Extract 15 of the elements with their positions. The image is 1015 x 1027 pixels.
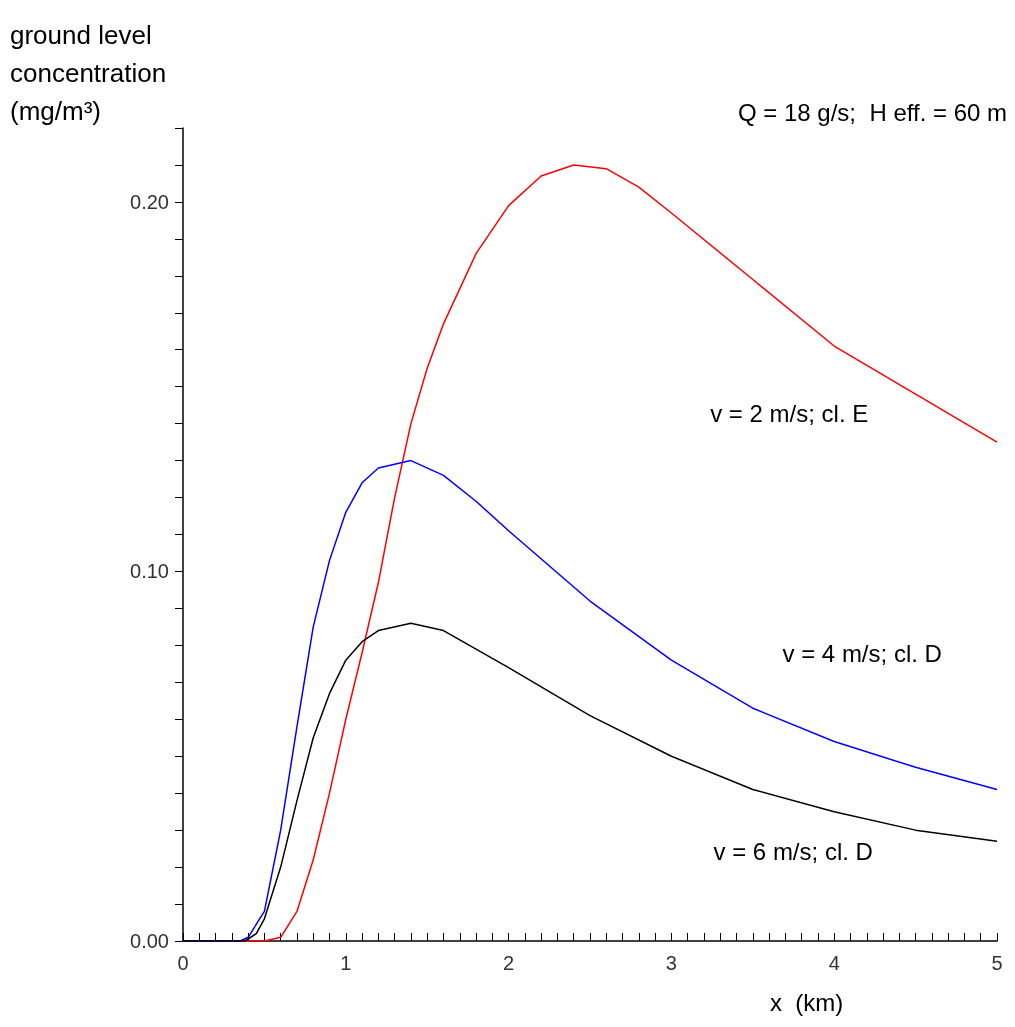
x-axis-title: x (km)	[770, 988, 844, 1016]
series-label: v = 6 m/s; cl. D	[713, 838, 873, 866]
y-tick-label: 0.00	[130, 930, 169, 952]
x-tick-label: 1	[340, 952, 352, 974]
y-axis-title: ground level concentration (mg/m³)	[10, 20, 167, 126]
text: v = 4 m/s; cl. D	[782, 639, 942, 667]
y-tick-label: 0.10	[130, 560, 169, 583]
y-tick-label: 0.20	[130, 190, 169, 213]
x-tick-label: 5	[991, 952, 1003, 974]
chart-title: Q = 18 g/s; H eff. = 60 m	[737, 98, 1007, 126]
series-label: v = 2 m/s; cl. E	[710, 399, 869, 427]
x-tick-label: 2	[503, 952, 515, 974]
x-tick-label: 4	[828, 952, 840, 974]
x-tick-label: 3	[665, 952, 677, 974]
x-tick-label: 0	[177, 952, 189, 974]
